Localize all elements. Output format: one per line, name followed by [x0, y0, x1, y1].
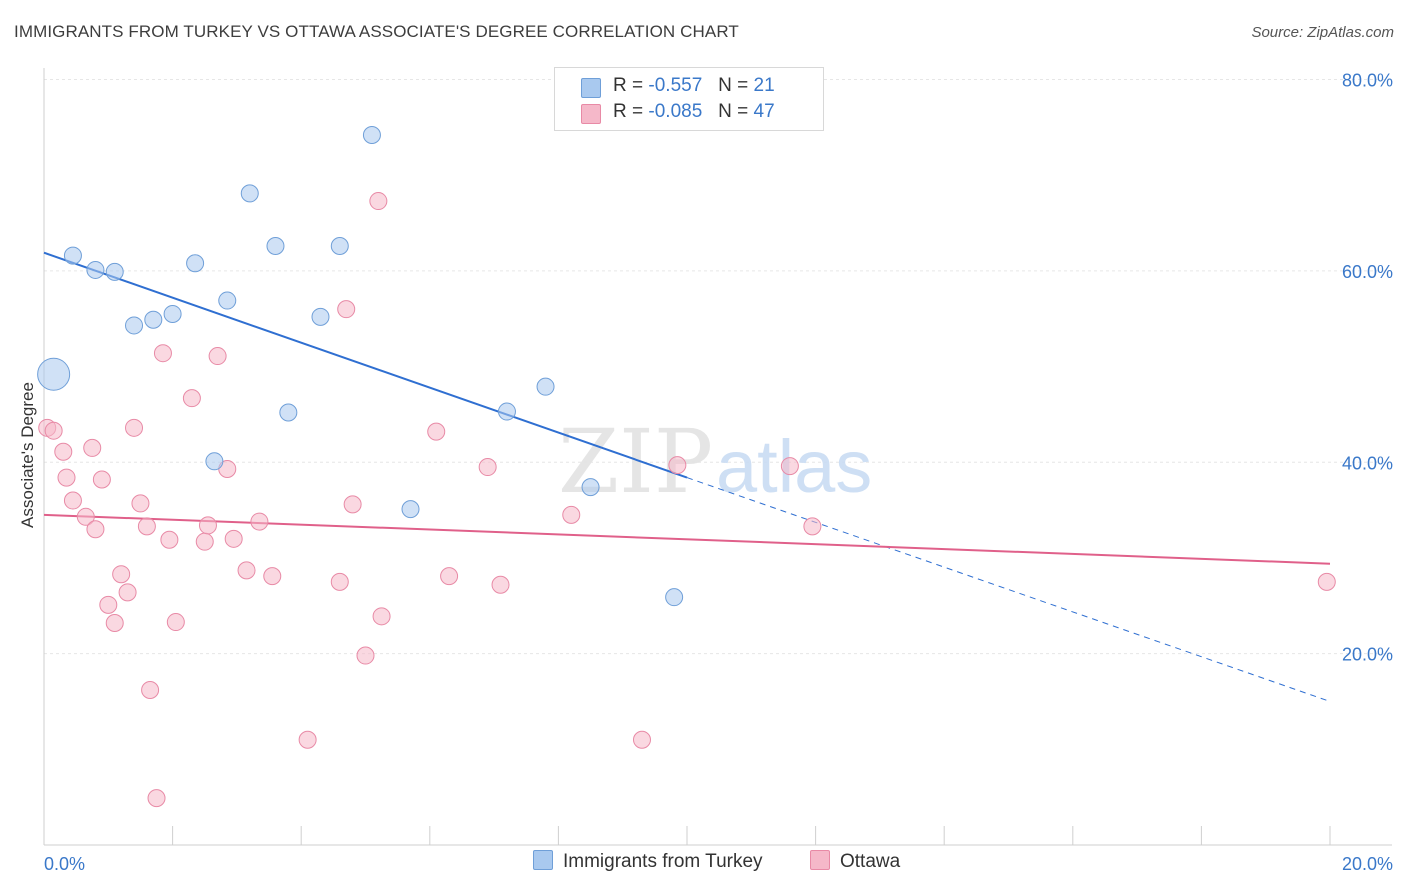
y-axis-label: Associate's Degree [18, 382, 37, 528]
ottawa-point [141, 680, 160, 699]
turkey-point [186, 254, 205, 273]
trend-lines [43, 251, 1331, 702]
y-tick-label: 40.0% [1342, 453, 1393, 473]
legend-text-ottawa: R = -0.085 N = 47 [613, 101, 775, 122]
turkey-point [497, 402, 516, 421]
turkey-trend-extension [686, 477, 1331, 702]
ottawa-point [166, 613, 185, 632]
turkey-point [536, 377, 555, 396]
source-label: Source: ZipAtlas.com [1251, 24, 1394, 41]
ottawa-point [195, 532, 214, 551]
ottawa-point [562, 505, 581, 524]
ottawa-point [224, 529, 243, 548]
ottawa-point [198, 516, 217, 535]
axes [43, 68, 1392, 846]
turkey-point [279, 403, 298, 422]
x-tick-label: 0.0% [44, 854, 85, 874]
ottawa-point [182, 389, 201, 408]
ottawa-point [112, 565, 131, 584]
ottawa-point [343, 495, 362, 514]
ottawa-point [44, 421, 63, 440]
ottawa-point [440, 567, 459, 586]
ottawa-point [131, 494, 150, 513]
ottawa-point [105, 614, 124, 633]
ottawa-point [263, 567, 282, 586]
legend-item-ottawa: Ottawa [810, 850, 900, 873]
turkey-point [125, 316, 144, 335]
series-legend: Immigrants from Turkey Ottawa [0, 850, 1406, 880]
turkey-point [240, 184, 259, 203]
watermark-zip: ZIP [558, 410, 713, 513]
legend-swatch-turkey [581, 78, 601, 98]
ottawa-point [118, 583, 137, 602]
ottawa-point [147, 789, 166, 808]
ottawa-point [1317, 572, 1336, 591]
ottawa-point [372, 607, 391, 626]
turkey-point [401, 500, 420, 519]
y-tick-label: 80.0% [1342, 71, 1393, 91]
turkey-point [362, 126, 381, 145]
legend-text-turkey: R = -0.557 N = 21 [613, 75, 775, 96]
turkey-point [105, 262, 124, 281]
ottawa-point [330, 572, 349, 591]
x-tick-labels: 0.0% 20.0% [44, 854, 1393, 874]
turkey-point [86, 260, 105, 279]
ottawa-point [208, 347, 227, 366]
turkey-point [311, 307, 330, 326]
ottawa-point [99, 595, 118, 614]
turkey-point [144, 310, 163, 329]
watermark: ZIP atlas [558, 410, 872, 513]
x-tick-label: 20.0% [1342, 854, 1393, 874]
legend-swatch-turkey-bottom [533, 850, 553, 870]
gridlines [44, 79, 1392, 655]
y-tick-label: 20.0% [1342, 645, 1393, 665]
ottawa-point [298, 730, 317, 749]
ottawa-point [478, 458, 497, 477]
turkey-point [218, 291, 237, 310]
ottawa-point [76, 507, 95, 526]
ottawa-point [137, 517, 156, 536]
ottawa-point [63, 491, 82, 510]
turkey-trend-line [43, 251, 688, 479]
ottawa-point [86, 520, 105, 539]
ottawa-point [54, 442, 73, 461]
chart-title: IMMIGRANTS FROM TURKEY VS OTTAWA ASSOCIA… [14, 22, 739, 41]
turkey-point [37, 357, 71, 391]
ottawa-point [153, 344, 172, 363]
turkey-point [266, 237, 285, 256]
ottawa-point [57, 468, 76, 487]
ottawa-point [803, 517, 822, 536]
ottawa-point [780, 457, 799, 476]
ottawa-point [160, 530, 179, 549]
correlation-legend: R = -0.557 N = 21 R = -0.085 N = 47 [554, 67, 824, 131]
legend-swatch-ottawa [581, 104, 601, 124]
ottawa-point [668, 456, 687, 475]
ottawa-point [92, 470, 111, 489]
ottawa-point [491, 575, 510, 594]
ottawa-point [337, 300, 356, 319]
ottawa-point [125, 418, 144, 437]
turkey-point [665, 588, 684, 607]
legend-item-turkey: Immigrants from Turkey [533, 850, 763, 873]
ottawa-point [427, 422, 446, 441]
ottawa-point [250, 512, 269, 531]
ottawa-point [369, 192, 388, 211]
legend-swatch-ottawa-bottom [810, 850, 830, 870]
turkey-point [581, 478, 600, 497]
y-tick-labels: 20.0% 40.0% 60.0% 80.0% [1342, 71, 1393, 665]
ottawa-point [356, 646, 375, 665]
y-tick-label: 60.0% [1342, 262, 1393, 282]
turkey-point [63, 246, 82, 265]
ottawa-point [83, 438, 102, 457]
data-points [37, 126, 1336, 808]
ottawa-point [632, 730, 651, 749]
ottawa-point [237, 561, 256, 580]
turkey-point [330, 237, 349, 256]
turkey-point [163, 304, 182, 323]
turkey-point [205, 452, 224, 471]
